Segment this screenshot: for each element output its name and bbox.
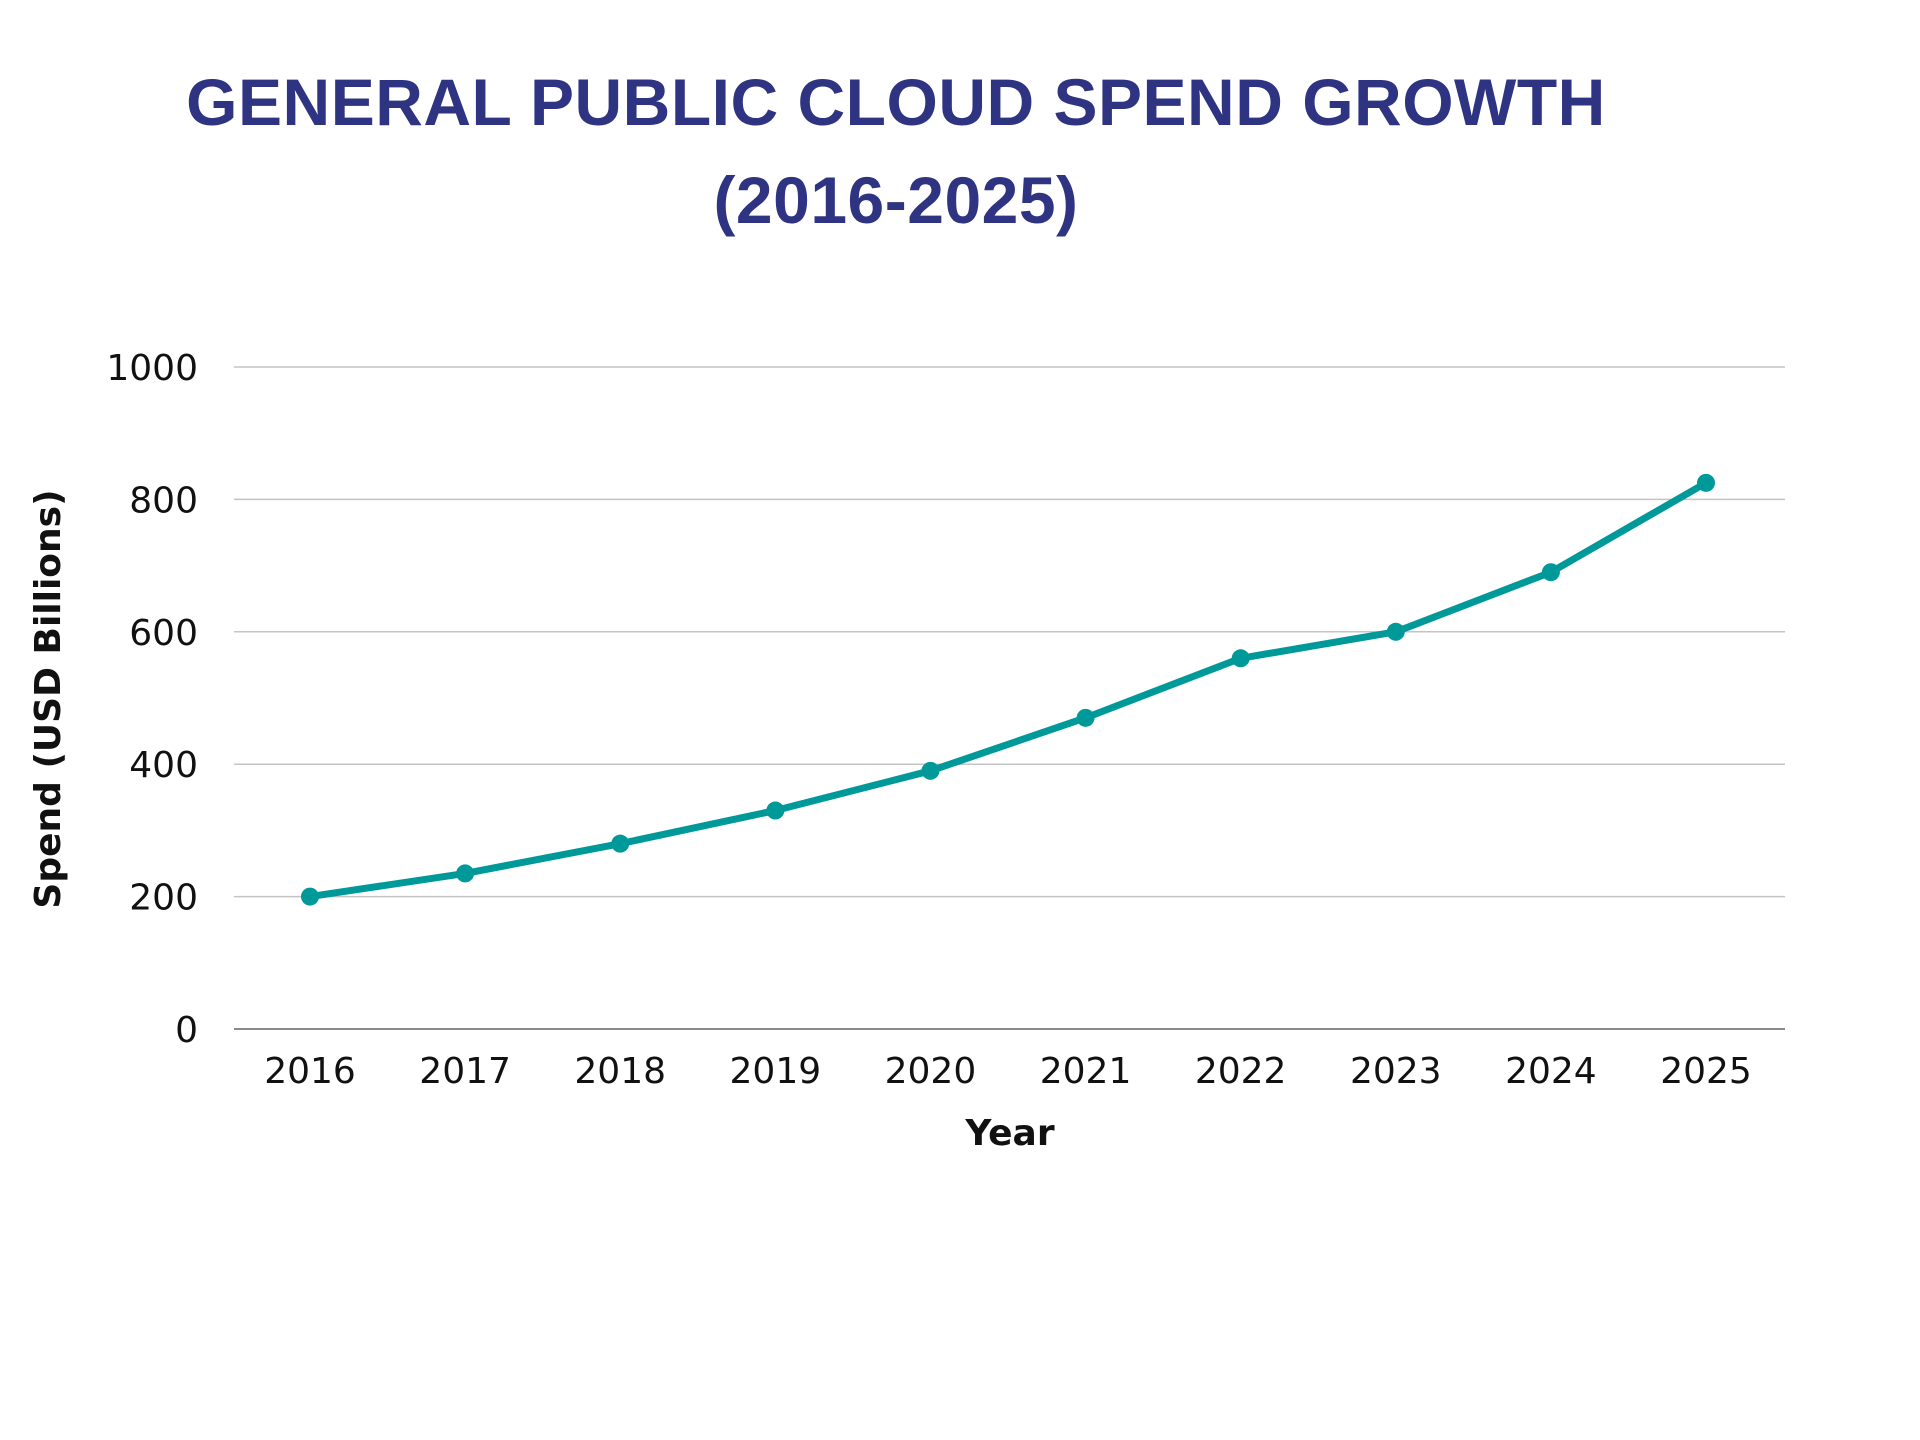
x-axis-ticks: 2016 2017 2018 2019 2020 2021 2022 2023 2024 2025 (264, 1051, 1752, 1092)
data-point (921, 761, 940, 780)
x-tick-label: 2016 (264, 1051, 356, 1092)
x-tick-label: 2020 (885, 1051, 977, 1092)
data-point (301, 887, 319, 906)
chart-subtitle: (2016-2025) (713, 163, 1079, 237)
y-tick-label: 1000 (106, 348, 198, 389)
data-point (1076, 708, 1095, 727)
x-tick-label: 2022 (1195, 1051, 1287, 1092)
y-tick-label: 600 (129, 613, 198, 654)
y-tick-label: 400 (129, 745, 198, 786)
data-point (766, 801, 785, 820)
x-tick-label: 2025 (1660, 1051, 1752, 1092)
y-tick-label: 0 (175, 1010, 198, 1051)
series-line (306, 479, 1710, 901)
x-tick-label: 2018 (574, 1051, 666, 1092)
data-point (1541, 563, 1560, 582)
series (301, 473, 1715, 906)
chart-title: GENERAL PUBLIC CLOUD SPEND GROWTH (186, 65, 1606, 139)
x-tick-label: 2021 (1040, 1051, 1132, 1092)
x-tick-label: 2023 (1350, 1051, 1442, 1092)
data-point (611, 834, 630, 853)
data-point (1697, 473, 1715, 492)
x-tick-label: 2019 (730, 1051, 822, 1092)
data-point (456, 864, 475, 883)
data-point (1386, 622, 1405, 641)
gridlines (234, 366, 1785, 1030)
x-tick-label: 2024 (1505, 1051, 1597, 1092)
x-axis-title: Year (964, 1113, 1054, 1154)
y-tick-label: 800 (129, 480, 198, 521)
y-tick-label: 200 (129, 878, 198, 919)
data-point (1231, 649, 1250, 668)
x-tick-label: 2017 (419, 1051, 511, 1092)
y-axis-ticks: 0 200 400 600 800 1000 (106, 348, 198, 1051)
y-axis-title: Spend (USD Billions) (28, 489, 69, 908)
